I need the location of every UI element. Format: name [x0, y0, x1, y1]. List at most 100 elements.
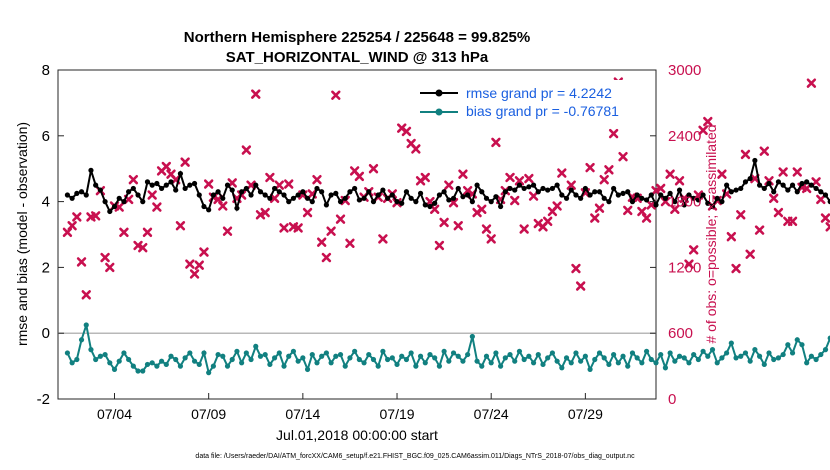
rmse-point — [719, 199, 725, 205]
rmse-point — [483, 195, 490, 201]
bias-point — [596, 350, 603, 356]
rmse-point — [752, 157, 758, 164]
rmse-point — [64, 192, 71, 198]
bias-point — [554, 358, 560, 364]
rmse-point — [535, 189, 541, 195]
bias-point — [215, 351, 221, 358]
bias-point — [126, 356, 132, 363]
rmse-point — [126, 189, 132, 195]
bias-point — [808, 353, 814, 359]
obs-assimilated-marker — [698, 125, 708, 136]
rmse-point — [714, 195, 720, 201]
bias-point — [385, 356, 391, 363]
rmse-point — [559, 192, 565, 198]
bias-point — [210, 363, 216, 369]
obs-assimilated-marker — [246, 180, 256, 190]
obs-assimilated-marker — [316, 237, 327, 247]
obs-assimilated-marker — [293, 223, 303, 233]
obs-assimilated-marker — [731, 263, 741, 274]
rmse-point — [78, 189, 85, 195]
rmse-point — [465, 192, 471, 198]
bias-point — [173, 356, 179, 363]
bias-point — [74, 356, 80, 363]
bias-point — [653, 360, 659, 366]
rmse-point — [789, 182, 796, 188]
bias-point — [601, 355, 607, 361]
rmse-point — [709, 203, 716, 210]
y-axis-label-right: # of obs: o=possible; ×=assimilated — [703, 124, 719, 343]
obs-assimilated-marker — [128, 174, 139, 185]
bias-point — [107, 360, 113, 366]
obs-assimilated-marker — [100, 252, 110, 263]
bias-point — [761, 361, 767, 368]
obs-assimilated-marker — [147, 190, 157, 200]
rmse-point — [403, 189, 410, 195]
obs-assimilated-marker — [90, 211, 101, 221]
bias-point — [267, 361, 273, 368]
rmse-point — [822, 192, 829, 198]
rmse-point — [662, 195, 669, 201]
rmse-point — [417, 190, 424, 196]
bias-point — [629, 350, 636, 356]
bias-point — [643, 348, 650, 354]
obs-assimilated-marker — [194, 260, 204, 270]
bias-point — [333, 353, 339, 359]
obs-assimilated-marker — [754, 225, 765, 235]
y-left-tick-label: 8 — [42, 62, 50, 79]
rmse-point — [634, 192, 640, 198]
obs-assimilated-marker — [674, 176, 685, 186]
rmse-point — [337, 199, 344, 205]
obs-assimilated-marker — [453, 221, 463, 231]
y-left-tick-label: 0 — [42, 325, 50, 342]
bias-point — [97, 353, 103, 359]
bias-point — [724, 350, 730, 356]
obs-assimilated-marker — [514, 176, 525, 186]
bias-point — [606, 361, 612, 368]
rmse-point — [761, 185, 767, 192]
bias-point — [220, 353, 226, 359]
rmse-point — [130, 185, 136, 192]
obs-assimilated-marker — [420, 172, 430, 183]
obs-assimilated-marker — [439, 217, 449, 228]
bias-point — [375, 363, 381, 369]
obs-assimilated-marker — [105, 262, 115, 273]
bias-point — [747, 358, 753, 364]
obs-assimilated-marker — [608, 128, 619, 139]
bias-point — [300, 355, 306, 361]
obs-assimilated-marker — [434, 240, 445, 251]
obs-assimilated-marker — [203, 179, 214, 189]
rmse-point — [738, 185, 744, 192]
bias-point — [441, 348, 447, 354]
obs-assimilated-marker — [222, 226, 233, 236]
bias-point — [728, 340, 734, 346]
bias-point — [714, 360, 720, 366]
rmse-point — [102, 199, 108, 205]
bias-point — [804, 360, 810, 366]
bias-point — [634, 355, 640, 361]
rmse-point — [658, 192, 664, 198]
obs-assimilated-marker — [185, 259, 195, 269]
obs-assimilated-marker — [684, 259, 694, 269]
y-axis-label-left: rmse and bias (model - observation) — [14, 122, 30, 346]
rmse-point — [394, 199, 400, 205]
obs-assimilated-marker — [637, 206, 647, 217]
rmse-point — [512, 187, 518, 193]
bias-point — [756, 353, 763, 359]
bias-point — [681, 355, 687, 361]
obs-assimilated-marker — [401, 126, 412, 137]
bias-point — [168, 353, 174, 359]
bias-point — [483, 353, 490, 359]
rmse-point — [93, 182, 99, 188]
x-tick-label: 07/14 — [285, 406, 320, 422]
y-right-tick-label: 600 — [668, 325, 693, 342]
obs-assimilated-marker — [251, 89, 261, 99]
rmse-point — [163, 182, 169, 188]
bias-point — [700, 348, 706, 354]
rmse-point — [578, 195, 584, 201]
bias-point — [154, 363, 160, 369]
obs-assimilated-marker — [703, 116, 713, 127]
bias-point — [253, 343, 259, 349]
obs-assimilated-marker — [368, 164, 379, 174]
bias-point — [813, 356, 819, 363]
